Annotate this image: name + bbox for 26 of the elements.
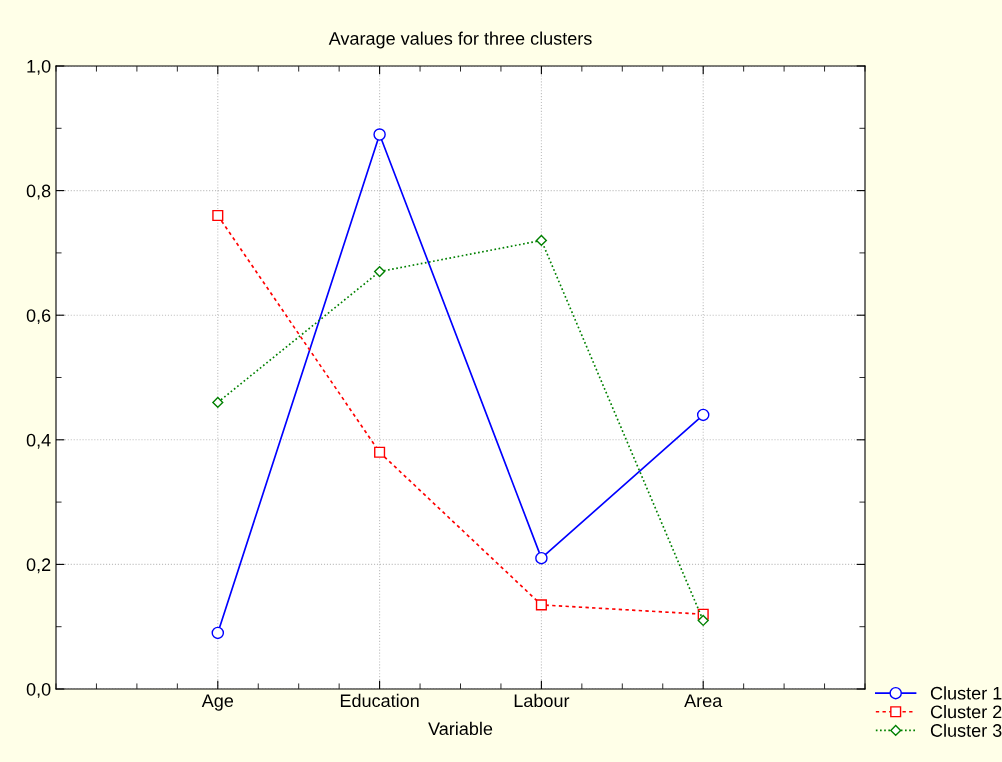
point bbox=[373, 128, 386, 141]
y-tick-label: 0,4 bbox=[26, 433, 51, 449]
legend-label: Cluster 1 bbox=[930, 686, 1002, 700]
point bbox=[535, 599, 547, 611]
y-tick-label: 0,8 bbox=[26, 184, 51, 200]
point bbox=[212, 396, 224, 409]
x-tick-label: Area bbox=[684, 694, 723, 708]
point bbox=[211, 626, 225, 640]
chart-title: Avarage values for three clusters bbox=[328, 31, 592, 49]
point bbox=[374, 446, 386, 458]
point bbox=[535, 551, 548, 565]
y-tick-label: 0,0 bbox=[26, 682, 51, 698]
y-tick-label: 1,0 bbox=[27, 59, 51, 75]
x-axis-title: Variable bbox=[428, 721, 493, 736]
point bbox=[697, 614, 709, 627]
y-tick-label: 0,6 bbox=[26, 309, 51, 325]
point bbox=[696, 408, 710, 422]
point bbox=[212, 209, 224, 222]
legend-label: Cluster 2 bbox=[930, 705, 1002, 719]
x-tick-label: Education bbox=[340, 693, 419, 708]
point bbox=[373, 265, 386, 278]
x-tick-label: Age bbox=[201, 694, 234, 711]
y-tick-label: 0,2 bbox=[26, 558, 51, 574]
point bbox=[535, 234, 548, 247]
x-tick-label: Labour bbox=[514, 693, 570, 708]
legend-label: Cluster 3 bbox=[930, 723, 1002, 737]
